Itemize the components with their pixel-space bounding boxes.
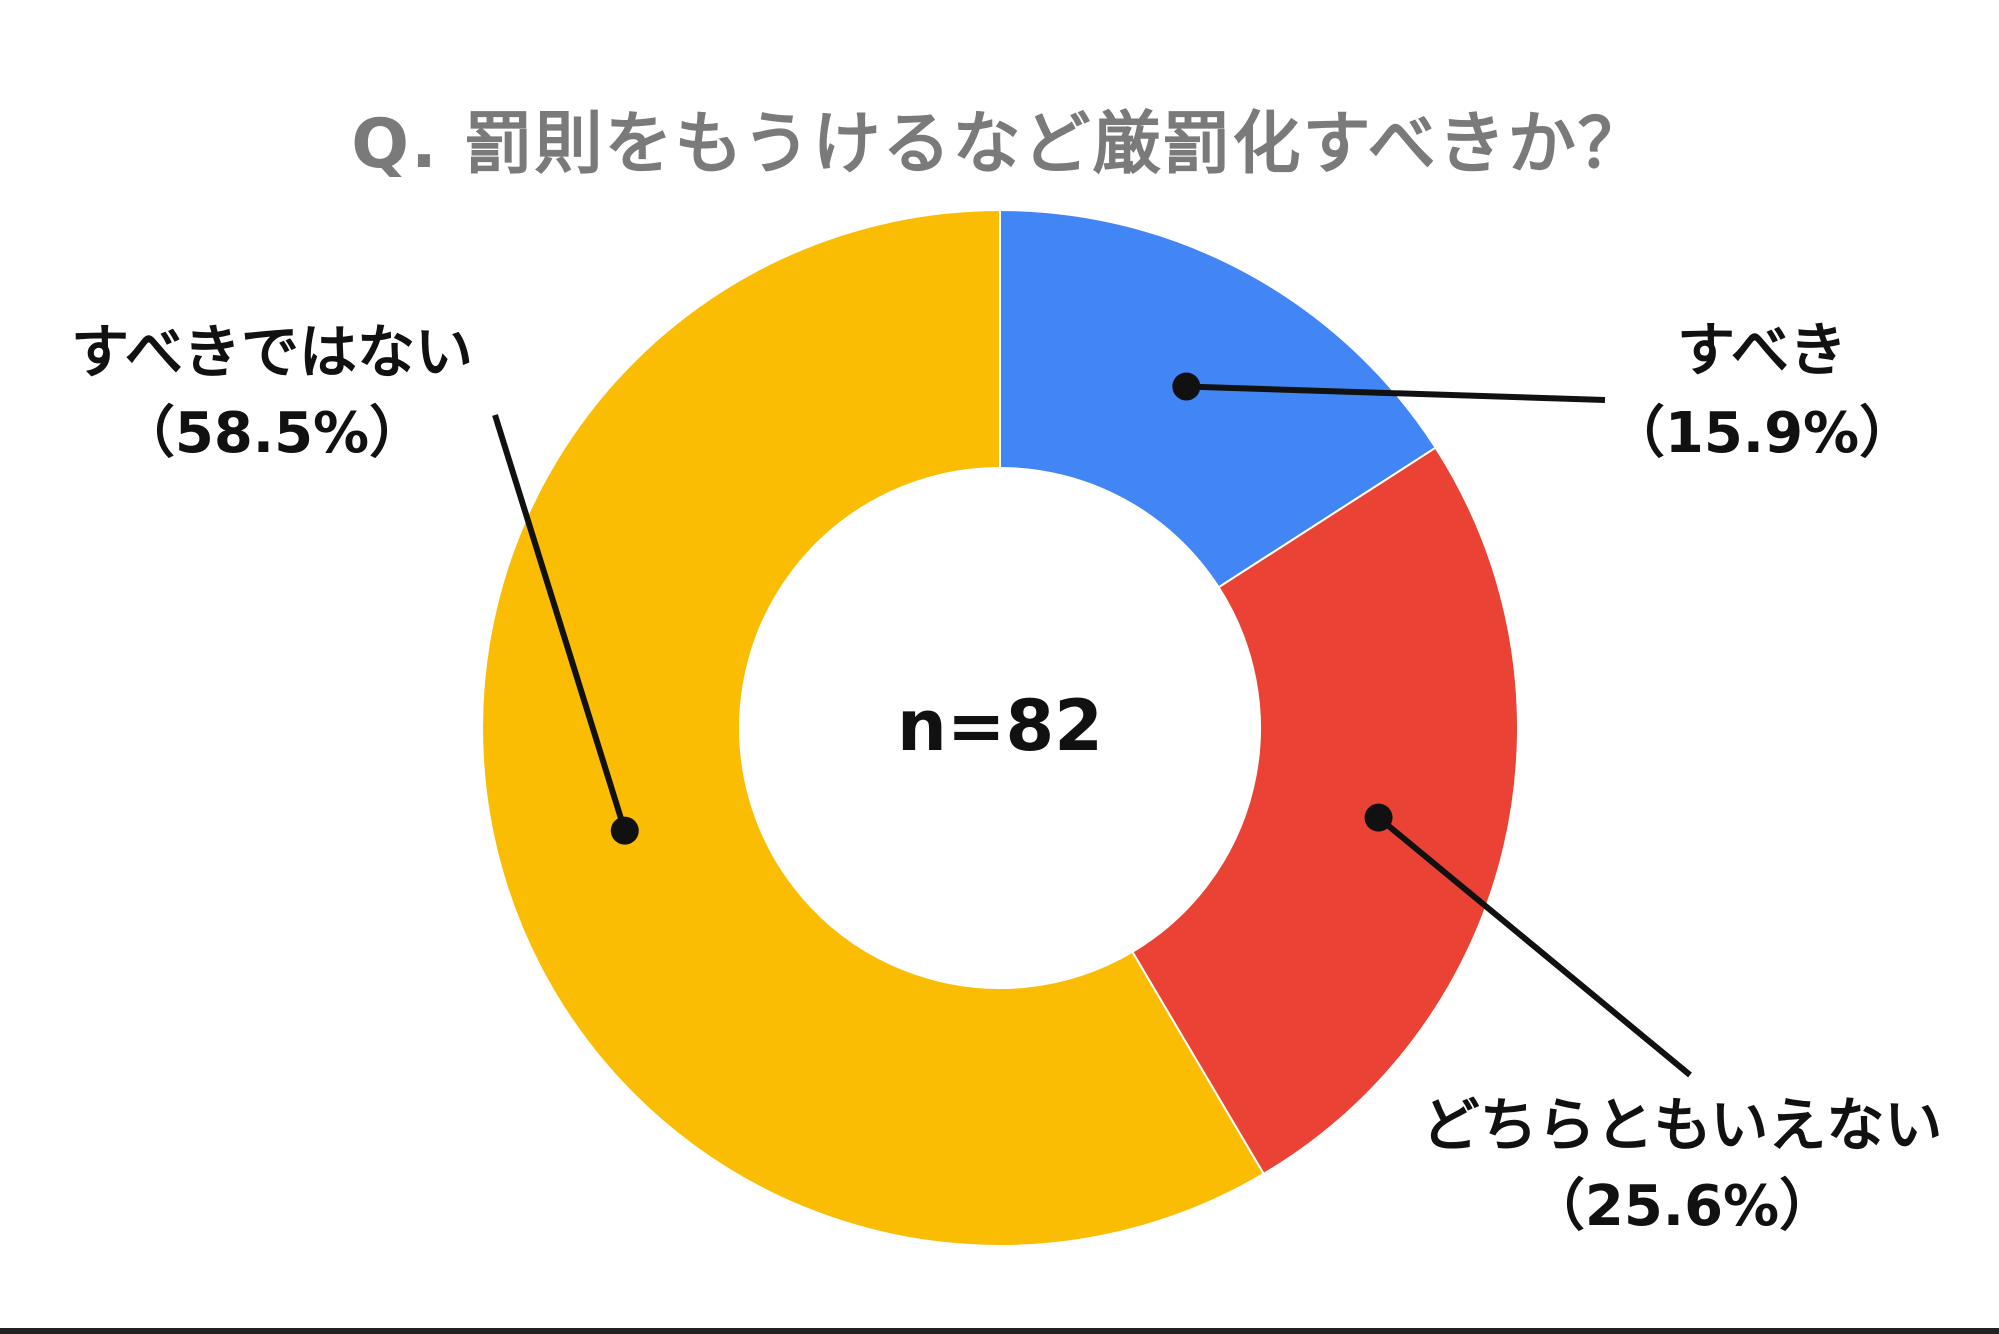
center-label: n=82 — [897, 685, 1103, 767]
slice-label-neutral: どちらともいえない — [1422, 1091, 1943, 1159]
slice-should-not — [480, 208, 1266, 1247]
slice-value-should: （15.9%） — [1609, 401, 1915, 466]
slice-label-should-not: すべきではない — [71, 318, 473, 386]
chart-title: Q. 罰則をもうけるなど厳罰化すべきか？ — [351, 105, 1648, 184]
slice-should-not-leader-line — [492, 414, 628, 832]
slice-neutral-leader-line — [1376, 815, 1692, 1078]
slice-should-leader-dot — [1172, 372, 1201, 401]
slice-label-should: すべき — [1677, 316, 1847, 384]
slice-value-neutral: （25.6%） — [1529, 1174, 1835, 1239]
slice-neutral-leader-dot — [1364, 803, 1393, 832]
slice-value-should-not: （58.5%） — [119, 401, 425, 466]
slices — [480, 208, 1519, 1247]
slice-should-leader-line — [1186, 383, 1606, 403]
bottom-border — [0, 1328, 1999, 1334]
slice-neutral — [1130, 446, 1519, 1176]
slice-should — [999, 208, 1437, 589]
leader-lines — [492, 372, 1692, 1078]
slice-should-not-leader-dot — [610, 816, 639, 845]
